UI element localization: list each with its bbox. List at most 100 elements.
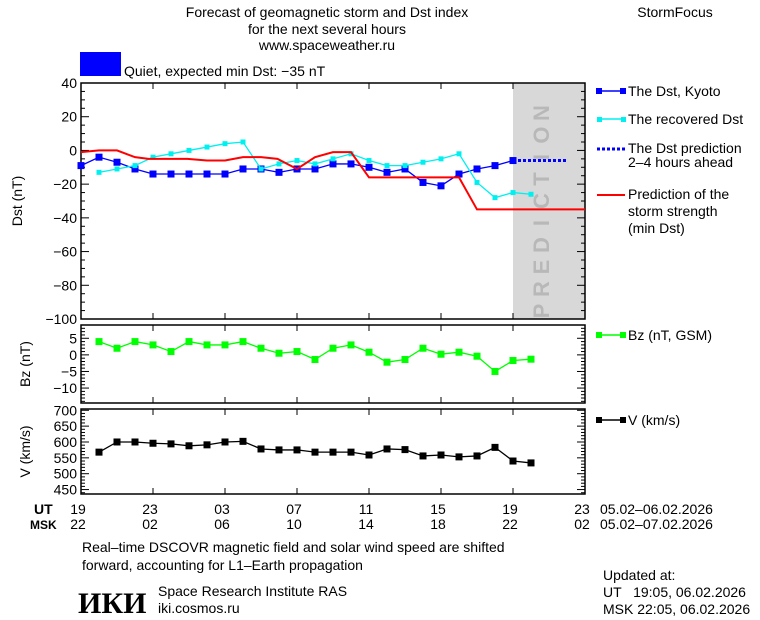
data-point — [293, 348, 301, 356]
data-point — [311, 356, 319, 364]
legend-dst-prediction-2: 2–4 hours ahead — [628, 154, 733, 170]
data-point — [113, 158, 121, 166]
data-point — [203, 341, 211, 349]
data-point — [401, 356, 409, 364]
data-point — [149, 341, 157, 349]
legend-storm-strength-2: storm strength — [628, 203, 717, 219]
updated-msk: MSK 22:05, 06.02.2026 — [603, 601, 750, 617]
data-point — [455, 348, 463, 356]
data-point — [420, 159, 426, 165]
y-tick-label: −40 — [53, 210, 77, 226]
data-point — [168, 151, 174, 157]
data-point — [455, 170, 463, 178]
msk-tick-label: 18 — [430, 516, 446, 532]
ut-tick-label: 11 — [359, 501, 374, 517]
data-point — [311, 165, 319, 173]
data-point — [294, 158, 300, 164]
data-point — [239, 165, 247, 173]
y-tick-label: 650 — [54, 418, 78, 434]
data-point — [437, 451, 445, 459]
y-tick-label: −60 — [53, 244, 77, 260]
data-point — [474, 179, 480, 185]
note-line-1: Real–time DSCOVR magnetic field and sola… — [82, 539, 505, 555]
msk-tick-label: 10 — [286, 516, 302, 532]
prediction-band-letter: N — [529, 105, 554, 121]
ut-tick-label: 19 — [70, 501, 86, 517]
data-point — [329, 344, 337, 352]
data-point — [96, 169, 102, 175]
data-point — [509, 457, 517, 465]
data-point — [491, 443, 499, 451]
ut-tick-label: 07 — [286, 501, 302, 517]
data-point — [167, 440, 175, 448]
msk-tick-label: 22 — [70, 516, 86, 532]
data-point — [240, 139, 246, 145]
data-point — [311, 448, 319, 456]
y-tick-label: 20 — [61, 109, 77, 125]
y-tick-label: −100 — [45, 311, 77, 327]
legend-recovered-dst: The recovered Dst — [628, 111, 743, 127]
msk-tick-label: 02 — [574, 516, 590, 532]
panel-frame — [80, 324, 586, 404]
title-line-1: Forecast of geomagnetic storm and Dst in… — [186, 4, 468, 20]
y-axis-label: V (km/s) — [17, 425, 33, 477]
data-point — [528, 191, 534, 197]
data-point — [384, 163, 390, 169]
data-point — [329, 448, 337, 456]
data-point — [491, 367, 499, 375]
data-point — [221, 170, 229, 178]
y-tick-label: 5 — [69, 330, 77, 346]
y-axis-label: Bz (nT) — [17, 341, 33, 387]
data-point — [347, 341, 355, 349]
legend-storm-strength-1: Prediction of the — [628, 186, 729, 202]
ut-tick-label: 23 — [574, 501, 590, 517]
y-tick-label: −5 — [61, 363, 77, 379]
status-text: Quiet, expected min Dst: −35 nT — [124, 63, 326, 79]
legend-v: V (km/s) — [628, 412, 680, 428]
institute-site[interactable]: iki.cosmos.ru — [158, 600, 240, 616]
data-point — [438, 156, 444, 162]
legend-storm-strength-3: (min Dst) — [628, 220, 685, 236]
data-point — [275, 349, 283, 357]
y-tick-label: 0 — [69, 142, 77, 158]
data-point — [527, 459, 535, 467]
data-point — [419, 344, 427, 352]
data-point — [149, 170, 157, 178]
data-point — [185, 170, 193, 178]
data-point — [203, 441, 211, 449]
data-point — [492, 195, 498, 201]
data-point — [186, 147, 192, 153]
y-tick-label: 40 — [61, 75, 77, 91]
data-point — [437, 350, 445, 358]
institute-name: Space Research Institute RAS — [158, 583, 347, 599]
data-point — [419, 452, 427, 460]
y-tick-label: −80 — [53, 277, 77, 293]
data-point — [419, 178, 427, 186]
data-point — [330, 156, 336, 162]
prediction-band-letter: R — [529, 281, 554, 297]
y-tick-label: 550 — [54, 450, 78, 466]
status-color-box — [80, 52, 121, 76]
updated-ut: UT 19:05, 06.02.2026 — [603, 584, 746, 600]
msk-label: MSK — [30, 518, 57, 532]
data-point — [167, 170, 175, 178]
y-tick-label: 700 — [54, 402, 78, 418]
data-point — [113, 344, 121, 352]
data-point — [366, 158, 372, 164]
data-point — [275, 446, 283, 454]
msk-tick-label: 14 — [358, 516, 374, 532]
legend: The Dst, Kyoto The recovered Dst The Dst… — [596, 83, 743, 428]
title-line-3: www.spaceweather.ru — [258, 37, 395, 53]
ut-tick-label: 15 — [430, 501, 446, 517]
panel-frame — [80, 82, 586, 320]
series-line-3 — [80, 149, 585, 211]
data-point — [276, 161, 282, 167]
ut-tick-label: 19 — [502, 501, 518, 517]
data-point — [131, 438, 139, 446]
data-point — [347, 448, 355, 456]
legend-bz: Bz (nT, GSM) — [628, 327, 712, 343]
data-point — [221, 341, 229, 349]
ut-dates: 05.02–06.02.2026 — [600, 501, 713, 517]
data-point — [221, 438, 229, 446]
